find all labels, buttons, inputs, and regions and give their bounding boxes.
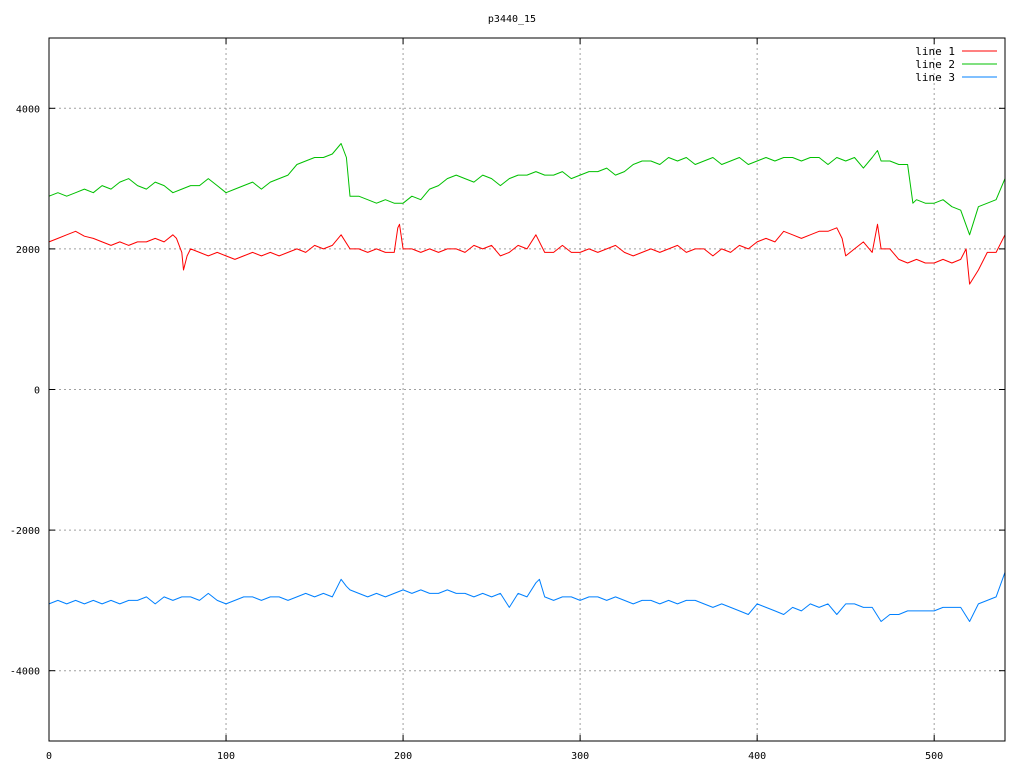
y-tick-label: -2000 xyxy=(10,526,40,537)
y-tick-label: 0 xyxy=(34,386,40,397)
x-tick-label: 500 xyxy=(925,751,943,762)
legend-label-2: line 2 xyxy=(915,58,955,71)
series-line-3 xyxy=(48,572,1006,622)
series-line-1 xyxy=(48,223,1006,285)
x-tick-label: 100 xyxy=(217,751,235,762)
legend-label-3: line 3 xyxy=(915,71,955,84)
y-tick-label: 4000 xyxy=(16,104,40,115)
x-tick-label: 300 xyxy=(571,751,589,762)
y-tick-label: 2000 xyxy=(16,245,40,256)
y-tick-label: -4000 xyxy=(10,667,40,678)
series-group xyxy=(48,143,1006,622)
chart-title: p3440_15 xyxy=(488,14,536,25)
x-tick-label: 400 xyxy=(748,751,766,762)
legend-label-1: line 1 xyxy=(915,45,955,58)
series-line-2 xyxy=(48,143,1006,236)
x-tick-label: 0 xyxy=(46,751,52,762)
plot-border xyxy=(48,37,1006,742)
y-axis: -4000 -2000 0 2000 4000 xyxy=(10,104,1005,678)
x-tick-label: 200 xyxy=(394,751,412,762)
grid xyxy=(49,38,1005,741)
